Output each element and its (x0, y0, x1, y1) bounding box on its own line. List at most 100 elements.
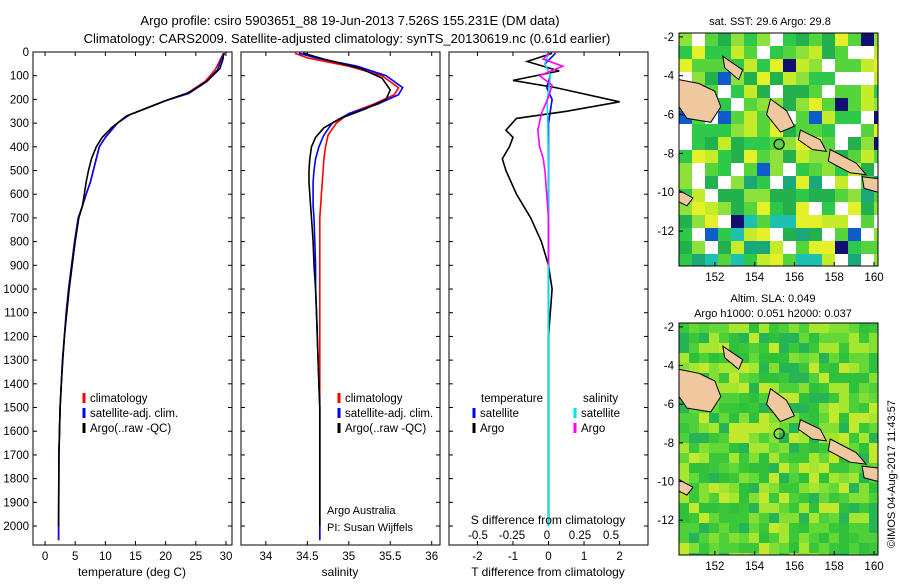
x-tick-label: 30 (220, 551, 233, 563)
map-cell (705, 150, 718, 163)
lat-tick-label: -6 (664, 110, 674, 122)
lon-tick-label: 160 (864, 272, 883, 284)
map-cell (796, 189, 809, 202)
map-cell (759, 523, 769, 533)
map-cell (729, 343, 739, 353)
map-cell (835, 59, 848, 72)
map-cell (789, 523, 799, 533)
lon-tick-label: 160 (864, 561, 883, 573)
map-cell (809, 493, 819, 503)
map-cell (819, 513, 829, 523)
map-cell (679, 353, 689, 363)
sla-map (678, 322, 879, 556)
depth-tick-label: 600 (10, 189, 29, 201)
map-cell (705, 163, 718, 176)
x-tick-label: 10 (99, 551, 112, 563)
map-cell (739, 333, 749, 343)
map-cell (689, 553, 699, 555)
map-cell (796, 98, 809, 111)
map-cell (739, 423, 749, 433)
map-cell (859, 443, 869, 453)
legend-label: Argo (480, 423, 504, 435)
map-cell (705, 228, 718, 241)
map-cell (719, 413, 729, 423)
land (797, 418, 828, 442)
sst-map-title: sat. SST: 29.6 Argo: 29.8 (709, 16, 831, 28)
header-line2: Climatology: CARS2009. Satellite-adjuste… (84, 31, 611, 46)
depth-tick-label: 1000 (3, 284, 29, 296)
map-cell (859, 403, 869, 413)
map-cell (719, 323, 729, 333)
map-cell (799, 403, 809, 413)
map-cell (779, 353, 789, 363)
map-cell (744, 59, 757, 72)
map-cell (729, 383, 739, 393)
x-tick-label: 0 (42, 551, 48, 563)
depth-tick-label: 500 (10, 166, 29, 178)
map-cell (759, 503, 769, 513)
map-cell (731, 150, 744, 163)
land (797, 129, 828, 153)
map-cell (679, 443, 689, 453)
map-cell (799, 543, 809, 553)
map-cell (729, 433, 739, 443)
map-cell (699, 463, 709, 473)
map-cell (759, 483, 769, 493)
map-cell (839, 463, 849, 473)
map-cell (759, 353, 769, 363)
sla-map-title-1: Altim. SLA: 0.049 (731, 293, 816, 305)
map-cell (839, 333, 849, 343)
map-cell (729, 403, 739, 413)
map-cell (809, 443, 819, 453)
lat-tick-label: -10 (657, 187, 674, 199)
map-cell (718, 228, 731, 241)
map-cell (719, 363, 729, 373)
map-cell (769, 453, 779, 463)
map-cell (839, 323, 849, 333)
map-cell (848, 150, 861, 163)
map-cell (799, 523, 809, 533)
map-cell (679, 403, 689, 413)
map-cell (809, 33, 822, 46)
map-cell (759, 493, 769, 503)
map-cell (861, 98, 874, 111)
map-cell (859, 353, 869, 363)
map-cell (819, 473, 829, 483)
map-cell (759, 373, 769, 383)
depth-tick-label: 1200 (3, 331, 29, 343)
map-cell (679, 33, 692, 46)
map-cell (796, 72, 809, 85)
map-cell (709, 413, 719, 423)
map-cell (759, 383, 769, 393)
map-cell (739, 433, 749, 443)
map-cell (769, 523, 779, 533)
map-cell (692, 241, 705, 254)
map-cell (757, 137, 770, 150)
map-cell (731, 241, 744, 254)
map-cell (718, 46, 731, 59)
map-cell (839, 343, 849, 353)
map-cell (861, 150, 874, 163)
series-climatology (57, 52, 225, 541)
map-cell (709, 473, 719, 483)
depth-tick-label: 0 (23, 47, 29, 59)
map-cell (769, 463, 779, 473)
map-cell (829, 343, 839, 353)
map-cell (749, 403, 759, 413)
map-cell (769, 503, 779, 513)
map-cell (749, 463, 759, 473)
map-cell (799, 393, 809, 403)
lat-tick-label: -12 (657, 515, 674, 527)
map-cell (848, 85, 861, 98)
map-cell (861, 85, 874, 98)
salinity-series (294, 52, 404, 541)
map-cell (874, 59, 878, 72)
map-cell (729, 373, 739, 383)
map-cell (719, 443, 729, 453)
map-cell (869, 453, 878, 463)
map-cell (779, 443, 789, 453)
map-cell (783, 228, 796, 241)
map-cell (749, 513, 759, 523)
difference-x-axis: -2 -1 0 1 2 -0.5 -0.25 0 0.25 0.5 (468, 52, 623, 563)
map-cell (729, 443, 739, 453)
